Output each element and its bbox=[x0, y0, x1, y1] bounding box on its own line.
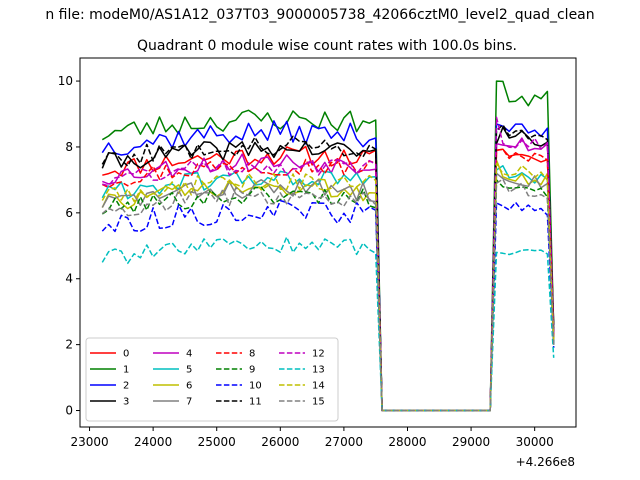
legend-label-9: 9 bbox=[249, 365, 255, 376]
series-line-14 bbox=[101, 162, 555, 412]
x-tick-label: 25000 bbox=[198, 435, 236, 449]
x-tick-label: 27000 bbox=[325, 435, 363, 449]
legend-label-11: 11 bbox=[249, 397, 262, 408]
legend-label-5: 5 bbox=[186, 365, 192, 376]
series-line-11 bbox=[101, 124, 555, 412]
x-tick-label: 26000 bbox=[261, 435, 299, 449]
legend-label-4: 4 bbox=[186, 349, 192, 360]
series-layer bbox=[101, 80, 555, 412]
chart-title: Quadrant 0 module wise count rates with … bbox=[137, 38, 517, 54]
y-tick-label: 0 bbox=[65, 404, 73, 418]
legend-label-14: 14 bbox=[312, 381, 325, 392]
y-axis-ticks: 0 2 4 6 8 10 bbox=[58, 74, 80, 418]
y-tick-label: 2 bbox=[65, 338, 73, 352]
legend-label-8: 8 bbox=[249, 349, 255, 360]
figure-suptitle: n file: modeM0/AS1A12_037T03_9000005738_… bbox=[45, 7, 594, 23]
y-tick-label: 10 bbox=[58, 74, 73, 88]
x-axis-ticks: 23000 24000 25000 26000 27000 28000 29000 30000 bbox=[70, 427, 554, 449]
legend-label-0: 0 bbox=[123, 349, 129, 360]
x-tick-label: 24000 bbox=[134, 435, 172, 449]
series-line-15 bbox=[101, 178, 555, 412]
legend-label-12: 12 bbox=[312, 349, 325, 360]
legend-label-13: 13 bbox=[312, 365, 325, 376]
x-tick-label: 28000 bbox=[388, 435, 426, 449]
legend-label-1: 1 bbox=[123, 365, 129, 376]
legend-label-7: 7 bbox=[186, 397, 192, 408]
y-tick-label: 4 bbox=[65, 272, 73, 286]
x-axis-offset-label: +4.266e8 bbox=[516, 455, 575, 469]
x-tick-label: 30000 bbox=[516, 435, 554, 449]
legend-box bbox=[85, 337, 339, 422]
legend-label-6: 6 bbox=[186, 381, 192, 392]
y-tick-label: 6 bbox=[65, 206, 73, 220]
axes-frame bbox=[79, 57, 577, 428]
y-tick-label: 8 bbox=[65, 140, 73, 154]
series-group bbox=[101, 80, 555, 412]
legend-label-10: 10 bbox=[249, 381, 262, 392]
x-tick-label: 29000 bbox=[452, 435, 490, 449]
x-tick-label: 23000 bbox=[70, 435, 108, 449]
legend-label-3: 3 bbox=[123, 397, 129, 408]
legend-label-15: 15 bbox=[312, 397, 325, 408]
legend-label-2: 2 bbox=[123, 381, 129, 392]
